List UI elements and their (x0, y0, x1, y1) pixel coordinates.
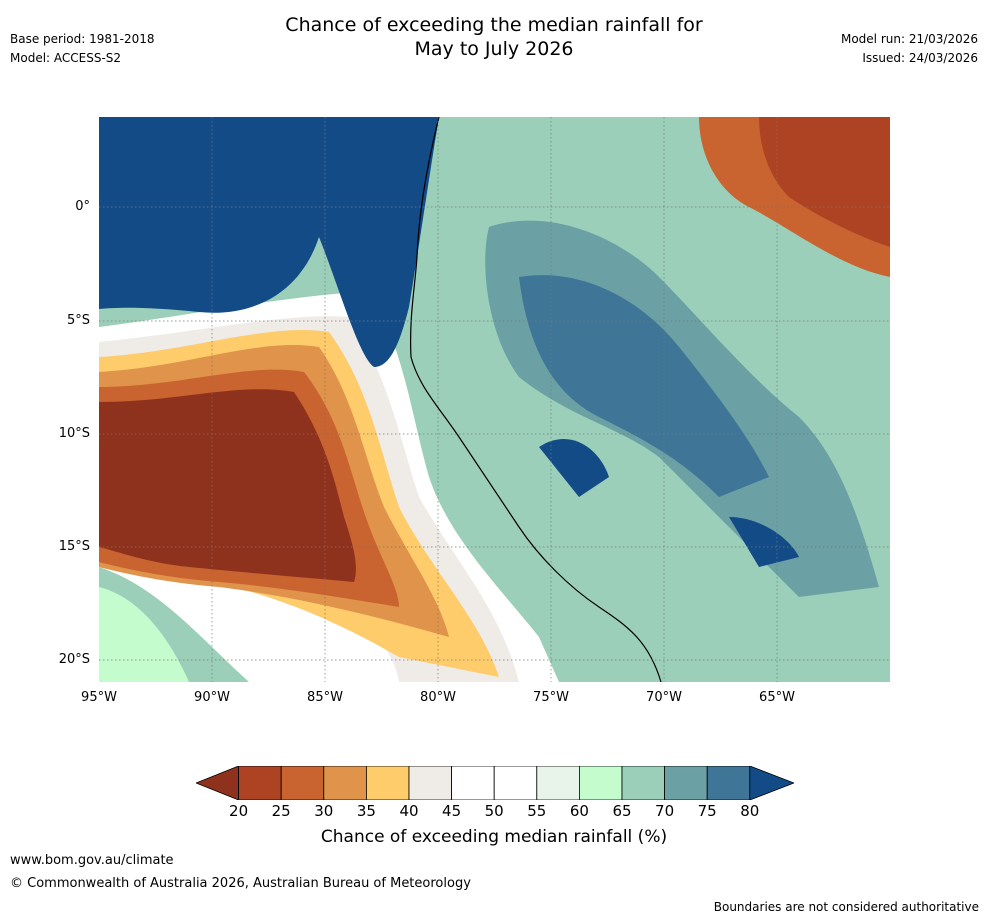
land-wetter-band (519, 275, 769, 497)
colorbar (196, 766, 794, 800)
colorbar-segment (365, 766, 410, 800)
lat-label-5s: 5°S (66, 313, 90, 328)
colorbar-tick-label: 80 (740, 802, 760, 820)
lon-label-95w: 95°W (81, 690, 117, 705)
colorbar-segment (280, 766, 325, 800)
issued-text: Issued: 24/03/2026 (862, 51, 978, 65)
colorbar-tick-label: 40 (399, 802, 419, 820)
colorbar-extend-low (196, 766, 239, 800)
website-link[interactable]: www.bom.gov.au/climate (10, 853, 174, 868)
colorbar-segment (664, 766, 708, 800)
page-title: Chance of exceeding the median rainfall … (0, 13, 988, 61)
lon-label-75w: 75°W (533, 690, 569, 705)
land-wet-patch-2 (729, 517, 799, 567)
lat-label-15s: 15°S (58, 539, 90, 554)
land-wet-patch (539, 438, 609, 497)
lon-label-70w: 70°W (646, 690, 682, 705)
copyright-text: © Commonwealth of Australia 2026, Austra… (10, 876, 471, 891)
title-line-2: May to July 2026 (414, 38, 574, 60)
title-line-1: Chance of exceeding the median rainfall … (285, 14, 703, 36)
coastline (410, 117, 662, 682)
lat-label-0: 0° (75, 199, 90, 214)
colorbar-segment (323, 766, 367, 800)
ocean-lightgreen-sw (99, 587, 189, 682)
colorbar-extend-high (749, 766, 794, 800)
drier-zone-ne (759, 117, 890, 247)
model-text: Model: ACCESS-S2 (10, 51, 122, 65)
colorbar-segment (706, 766, 751, 800)
colorbar-tick-label: 60 (569, 802, 589, 820)
lon-label-80w: 80°W (420, 690, 456, 705)
colorbar-tick-label: 45 (442, 802, 462, 820)
driest-zone (99, 389, 356, 582)
colorbar-segment (451, 766, 495, 800)
lat-label-10s: 10°S (58, 426, 90, 441)
lon-label-90w: 90°W (194, 690, 230, 705)
colorbar-segment (621, 766, 665, 800)
colorbar-tick-label: 70 (655, 802, 675, 820)
rainfall-map (99, 117, 890, 682)
base-period-text: Base period: 1981-2018 (10, 32, 155, 46)
lon-label-65w: 65°W (759, 690, 795, 705)
colorbar-tick-label: 25 (271, 802, 291, 820)
colorbar-tick-label: 20 (229, 802, 249, 820)
colorbar-title: Chance of exceeding median rainfall (%) (320, 827, 668, 847)
colorbar-segment (578, 766, 623, 800)
colorbar-segment (238, 766, 282, 800)
disclaimer-text: Boundaries are not considered authoritat… (713, 900, 979, 914)
lat-label-20s: 20°S (58, 652, 90, 667)
colorbar-segment (408, 766, 452, 800)
colorbar-segment (493, 766, 538, 800)
colorbar-tick-label: 50 (484, 802, 504, 820)
colorbar-tick-label: 65 (612, 802, 632, 820)
wet-zone-nw (99, 117, 439, 367)
lon-label-85w: 85°W (307, 690, 343, 705)
colorbar-tick-label: 30 (314, 802, 334, 820)
model-run-text: Model run: 21/03/2026 (840, 32, 978, 46)
colorbar-tick-label: 75 (697, 802, 717, 820)
colorbar-segment (536, 766, 580, 800)
colorbar-segments (196, 766, 794, 800)
colorbar-tick-label: 55 (527, 802, 547, 820)
colorbar-tick-label: 35 (356, 802, 376, 820)
